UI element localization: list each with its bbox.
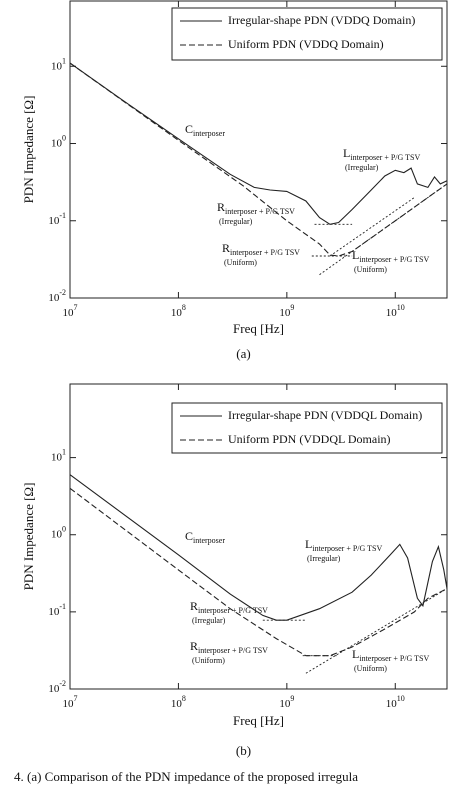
legend-box	[171, 402, 443, 454]
annotation-note: (Irregular)	[345, 163, 379, 172]
x-tick-label: 1010	[386, 694, 405, 710]
annotation: Linterposer + P/G TSV	[352, 647, 429, 663]
annotation-symbol: C	[185, 529, 193, 543]
annotation-note: (Uniform)	[354, 664, 387, 673]
annotation-subscript: interposer + P/G TSV	[350, 153, 420, 162]
annotation-symbol: L	[352, 647, 359, 661]
annotation: Cinterposer	[185, 529, 225, 545]
y-tick-label: 101	[51, 447, 66, 463]
annotation-subscript: interposer + P/G TSV	[198, 606, 268, 615]
plot-frame	[69, 0, 448, 299]
x-axis-label: Freq [Hz]	[233, 713, 284, 728]
annotation-subscript: interposer + P/G TSV	[225, 207, 295, 216]
annotation: Linterposer + P/G TSV	[352, 248, 429, 264]
annotation-subscript: interposer + P/G TSV	[359, 255, 429, 264]
annotation-symbol: R	[217, 200, 225, 214]
annotation-note: (Irregular)	[192, 616, 226, 625]
annotation-symbol: C	[185, 122, 193, 136]
annotation-symbol: L	[352, 248, 359, 262]
x-tick-label: 108	[171, 303, 186, 319]
annotation: Cinterposer	[185, 122, 225, 138]
series-line	[69, 487, 448, 657]
annotation: Rinterposer + P/G TSV	[217, 200, 295, 216]
annotation-symbol: L	[343, 146, 350, 160]
annotation-subscript: interposer + P/G TSV	[312, 544, 382, 553]
annotation-note: (Irregular)	[219, 217, 253, 226]
annotation-note: (Uniform)	[192, 656, 225, 665]
plot-frame	[69, 383, 448, 690]
annotation: Linterposer + P/G TSV	[305, 537, 382, 553]
x-tick-label: 109	[279, 303, 294, 319]
annotation-symbol: L	[305, 537, 312, 551]
y-tick-label: 10-1	[48, 602, 66, 618]
series-line	[69, 62, 448, 257]
asymptote-guide	[329, 197, 415, 257]
series-line	[69, 62, 448, 225]
annotation: Rinterposer + P/G TSV	[190, 639, 268, 655]
annotation-subscript: interposer + P/G TSV	[359, 654, 429, 663]
x-tick-label: 107	[63, 303, 78, 319]
annotation-symbol: R	[222, 241, 230, 255]
figure-caption: 4. (a) Comparison of the PDN impedance o…	[14, 769, 358, 784]
x-axis-label: Freq [Hz]	[233, 321, 284, 336]
annotation-note: (Uniform)	[354, 265, 387, 274]
y-tick-label: 100	[51, 133, 66, 149]
x-tick-label: 1010	[386, 303, 405, 319]
annotation-subscript: interposer + P/G TSV	[230, 248, 300, 257]
legend-box	[171, 7, 443, 61]
annotation-symbol: R	[190, 599, 198, 613]
y-tick-label: 10-1	[48, 211, 66, 227]
annotation: Rinterposer + P/G TSV	[190, 599, 268, 615]
x-tick-label: 109	[279, 694, 294, 710]
asymptote-guide	[305, 588, 448, 674]
y-axis-label: PDN Impedance [Ω]	[21, 483, 36, 591]
legend-label: Uniform PDN (VDDQL Domain)	[228, 432, 391, 446]
annotation: Rinterposer + P/G TSV	[222, 241, 300, 257]
annotation-subscript: interposer + P/G TSV	[198, 646, 268, 655]
annotation-symbol: R	[190, 639, 198, 653]
y-tick-label: 10-2	[48, 679, 66, 695]
y-axis-label: PDN Impedance [Ω]	[21, 96, 36, 204]
y-tick-label: 10-2	[48, 288, 66, 304]
legend-label: Irregular-shape PDN (VDDQ Domain)	[228, 13, 415, 27]
y-tick-label: 100	[51, 525, 66, 541]
annotation-subscript: interposer	[193, 129, 225, 138]
annotation-note: (Irregular)	[307, 554, 341, 563]
x-tick-label: 107	[63, 694, 78, 710]
legend-label: Uniform PDN (VDDQ Domain)	[228, 37, 384, 51]
annotation: Linterposer + P/G TSV	[343, 146, 420, 162]
y-tick-label: 101	[51, 56, 66, 72]
legend-label: Irregular-shape PDN (VDDQL Domain)	[228, 408, 422, 422]
annotation-subscript: interposer	[193, 536, 225, 545]
x-tick-label: 108	[171, 694, 186, 710]
subplot-label: (b)	[236, 743, 251, 758]
subplot-label: (a)	[236, 346, 250, 361]
annotation-note: (Uniform)	[224, 258, 257, 267]
series-line	[69, 474, 448, 621]
